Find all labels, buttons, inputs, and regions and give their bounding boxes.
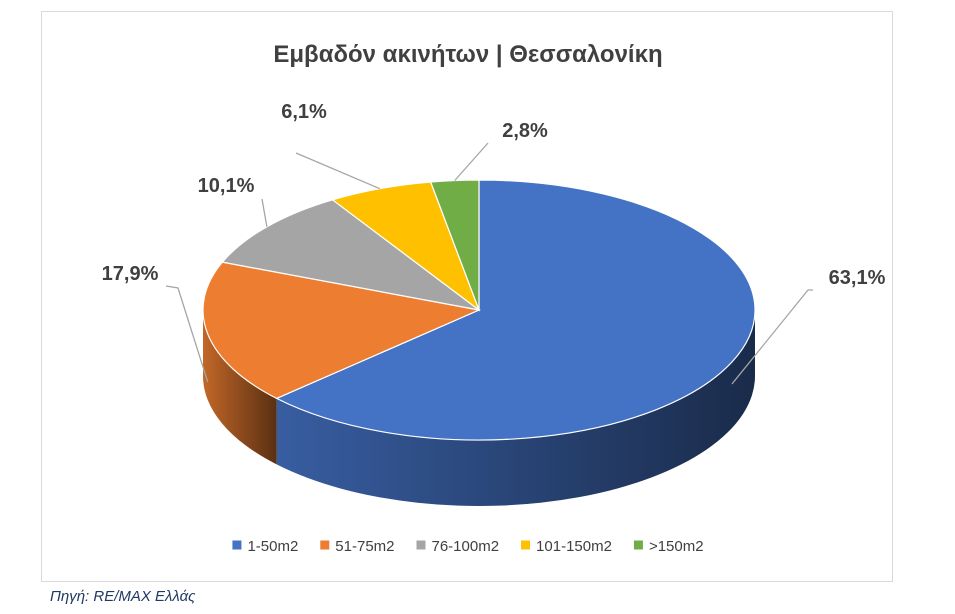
legend-item->150m2: >150m2: [633, 538, 704, 555]
leader-line-101-150m2: [295, 152, 381, 190]
data-labels: 63,1% 17,9% 10,1% 6,1% 2,8%: [102, 101, 886, 289]
leader-line-76-100m2: [261, 198, 268, 227]
legend-swatch->150m2: [633, 540, 643, 550]
pie-side-walls: [203, 310, 755, 507]
pie-side-1-50m2: [276, 310, 755, 507]
legend-swatch-101-150m2: [521, 540, 531, 550]
legend-label->150m2: >150m2: [649, 538, 704, 555]
legend-label-51-75m2: 51-75m2: [335, 538, 394, 555]
pie-slice-51-75m2: [202, 261, 482, 400]
legend-swatch-1-50m2: [232, 540, 242, 550]
data-label-1-50m2: 63,1%: [829, 267, 886, 289]
chart-title: Εμβαδόν ακινήτων | Θεσσαλονίκη: [273, 41, 662, 68]
pie-slice->150m2: [429, 179, 480, 311]
legend-label-76-100m2: 76-100m2: [432, 538, 500, 555]
leader-line->150m2: [454, 142, 489, 181]
data-label->150m2: 2,8%: [502, 120, 548, 142]
pie-slice-76-100m2: [221, 199, 480, 311]
leader-lines: [165, 142, 813, 385]
legend-item-101-150m2: 101-150m2: [521, 538, 612, 555]
legend-item-76-100m2: 76-100m2: [416, 538, 500, 555]
legend-item-1-50m2: 1-50m2: [232, 538, 298, 555]
data-label-51-75m2: 17,9%: [102, 263, 159, 285]
legend-label-1-50m2: 1-50m2: [247, 538, 298, 555]
legend-swatch-51-75m2: [320, 540, 330, 550]
legend-label-101-150m2: 101-150m2: [536, 538, 612, 555]
data-label-101-150m2: 6,1%: [281, 101, 327, 123]
data-label-76-100m2: 10,1%: [198, 175, 255, 197]
legend-swatch-76-100m2: [416, 540, 426, 550]
legend-item-51-75m2: 51-75m2: [320, 538, 395, 555]
pie-slices: [202, 179, 756, 441]
pie-side-51-75m2: [203, 310, 277, 465]
pie-slice-1-50m2: [275, 179, 756, 441]
legend: 1-50m2 51-75m2 76-100m2 101-150m2 >150m2: [232, 538, 704, 555]
leader-line-1-50m2: [731, 289, 813, 385]
source-note: Πηγή: RE/MAX Ελλάς: [50, 588, 196, 605]
leader-line-51-75m2: [165, 285, 209, 383]
